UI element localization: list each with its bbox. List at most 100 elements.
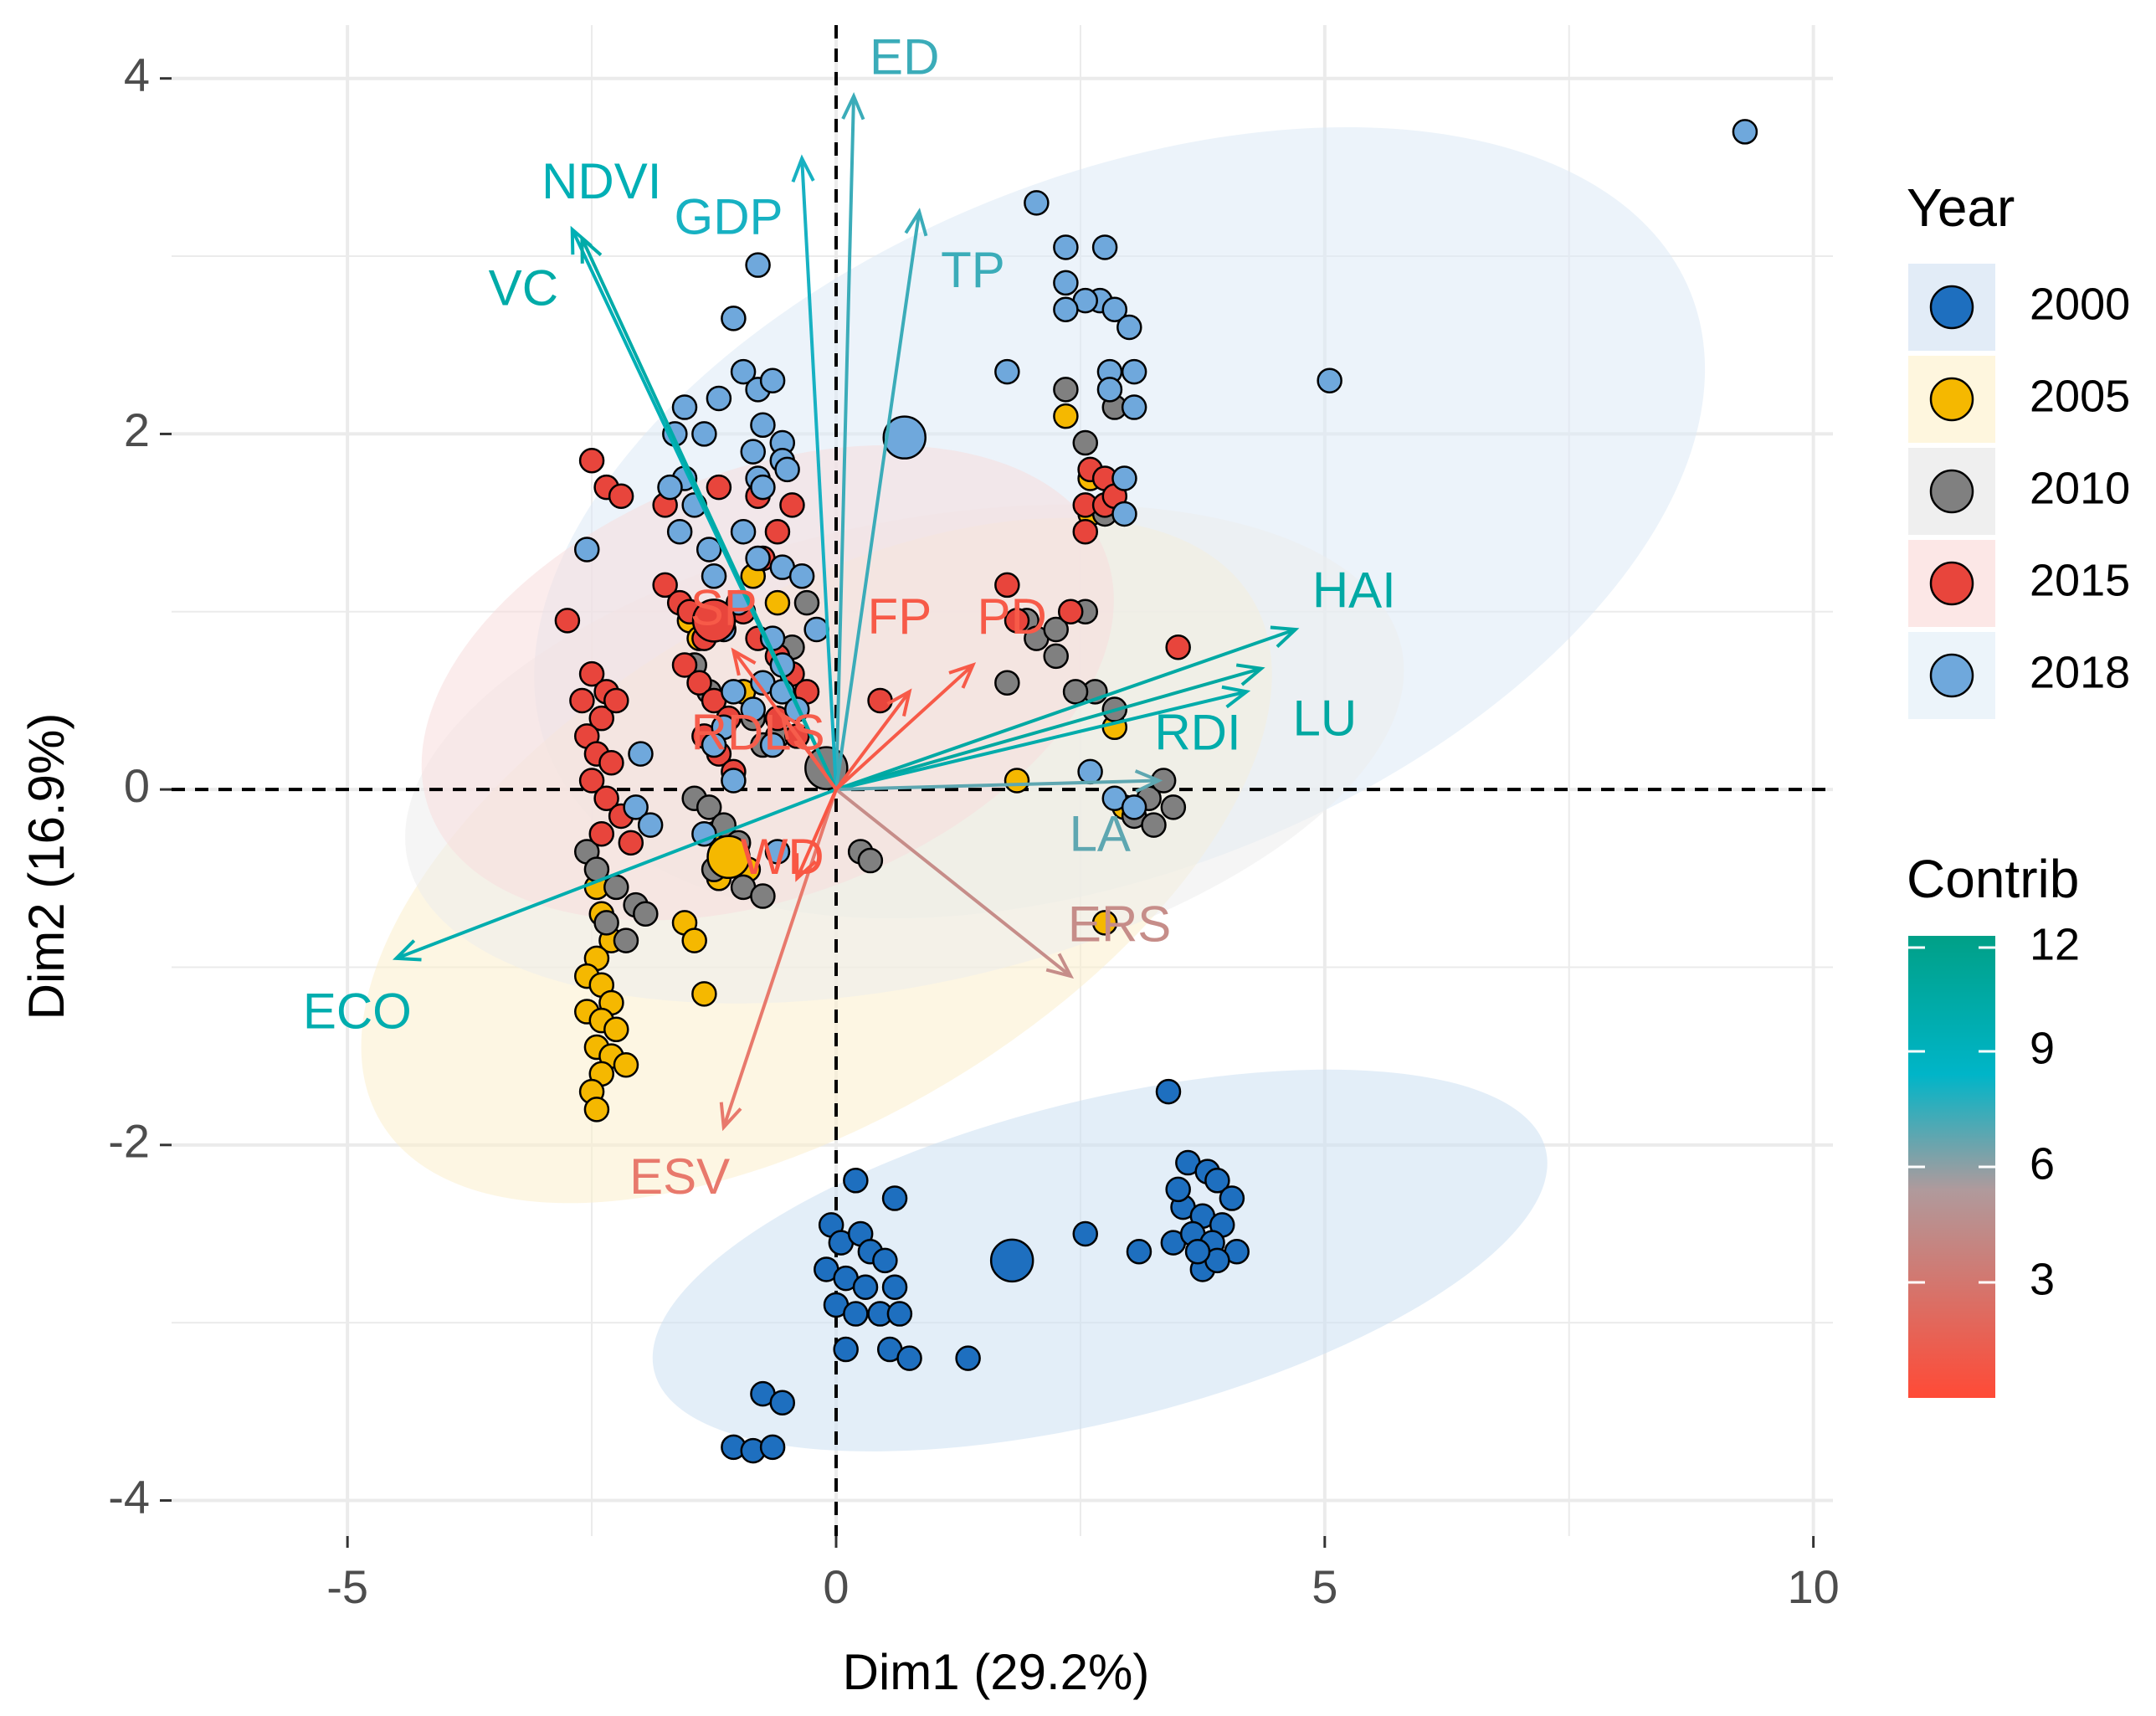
point-2010	[593, 910, 619, 936]
point-2015	[618, 830, 644, 856]
point-2018	[774, 456, 800, 483]
arrow-lu	[835, 666, 1262, 792]
arrowhead-eco	[392, 939, 422, 962]
x-tick-label: 0	[823, 1560, 849, 1613]
point-2010	[750, 883, 776, 909]
point-2005	[691, 981, 717, 1007]
contrib-tick-label: 3	[2030, 1254, 2055, 1304]
point-2015	[593, 785, 619, 811]
point-2010	[1062, 679, 1089, 705]
var-label-wd: WD	[741, 829, 824, 885]
point-2015	[598, 750, 624, 776]
arrow-eco	[395, 788, 837, 960]
point-2018	[701, 563, 727, 589]
point-2000	[1219, 1185, 1245, 1211]
centroid-2018	[882, 415, 927, 460]
var-label-vc: VC	[489, 259, 558, 316]
point-2018	[740, 439, 766, 465]
arrowhead-pd	[948, 662, 977, 689]
arrowhead-ers	[1045, 953, 1075, 979]
point-2018	[1024, 190, 1050, 216]
point-2015	[578, 448, 605, 474]
legend-year-swatch	[1929, 469, 1974, 514]
var-label-sp: SP	[690, 580, 757, 636]
point-2018	[1317, 367, 1342, 393]
point-2018	[701, 732, 727, 758]
point-2018	[745, 252, 771, 278]
point-2018	[637, 812, 664, 838]
arrowhead-gdp	[791, 154, 815, 182]
point-2018	[671, 394, 698, 420]
point-2018	[788, 563, 815, 589]
legend-year-item-2018: 2018	[1908, 632, 2130, 719]
x-tick-label: 5	[1312, 1560, 1337, 1613]
arrowhead-ed	[841, 92, 865, 121]
point-2018	[1053, 234, 1079, 260]
point-2018	[745, 545, 771, 572]
point-2015	[671, 652, 698, 678]
centroid-2005	[706, 835, 751, 880]
point-2018	[740, 696, 766, 722]
contrib-tick-label: 9	[2030, 1023, 2055, 1073]
point-2018	[696, 537, 722, 563]
point-2000	[896, 1345, 922, 1371]
x-tick-label: -5	[326, 1560, 368, 1613]
point-2000	[955, 1345, 981, 1371]
var-label-lu: LU	[1292, 690, 1357, 746]
point-2015	[1072, 518, 1098, 545]
point-2005	[1004, 768, 1030, 794]
point-2018	[1053, 270, 1079, 296]
point-2000	[833, 1336, 859, 1363]
y-tick-label: -4	[108, 1470, 150, 1523]
var-label-gdp: GDP	[675, 188, 783, 244]
var-label-rdls: RDLS	[691, 704, 825, 760]
arrowhead-hai	[1270, 625, 1300, 649]
y-tick-label: 2	[124, 403, 150, 456]
point-2018	[803, 616, 829, 643]
point-2018	[1121, 794, 1147, 820]
point-2000	[1184, 1238, 1211, 1265]
point-2015	[578, 768, 605, 794]
point-2018	[1111, 465, 1137, 491]
point-2010	[696, 794, 722, 820]
point-2018	[721, 768, 747, 794]
point-2000	[881, 1274, 908, 1300]
x-axis-title: Dim1 (29.2%)	[843, 1644, 1150, 1700]
arrow-vc	[580, 237, 838, 790]
point-2018	[1121, 358, 1147, 385]
point-2018	[1053, 296, 1079, 323]
point-2005	[764, 589, 791, 616]
point-2010	[613, 927, 639, 953]
var-label-pd: PD	[977, 588, 1046, 645]
point-2000	[1165, 1176, 1191, 1203]
var-label-fp: FP	[868, 588, 932, 645]
point-2010	[1043, 616, 1069, 643]
legend-contrib: Contrib 12 9 6 3	[1907, 849, 2080, 1398]
x-tick-label: 10	[1787, 1560, 1839, 1613]
point-2018	[1732, 119, 1758, 145]
point-2018	[691, 421, 717, 447]
arrowhead-tp	[904, 208, 928, 237]
arrow-pd	[834, 663, 974, 791]
point-2010	[857, 847, 884, 874]
point-2015	[764, 518, 791, 545]
arrowhead-esv	[719, 1102, 742, 1132]
individual-points	[554, 119, 1758, 1464]
arrowhead-la	[1134, 769, 1163, 794]
arrow-hai	[835, 628, 1296, 792]
legend-year-swatch	[1929, 653, 1974, 698]
point-2005	[1091, 910, 1118, 936]
point-2000	[886, 1301, 913, 1327]
point-2015	[588, 705, 615, 732]
arrow-esv	[721, 789, 838, 1128]
legend-year-label: 2015	[2030, 555, 2130, 605]
point-2010	[633, 901, 659, 927]
point-2010	[603, 874, 629, 901]
point-2018	[1121, 394, 1147, 420]
point-2010	[1072, 429, 1098, 456]
legend-year-item-2000: 2000	[1908, 264, 2130, 351]
point-2015	[779, 492, 805, 518]
point-2000	[769, 1390, 796, 1415]
